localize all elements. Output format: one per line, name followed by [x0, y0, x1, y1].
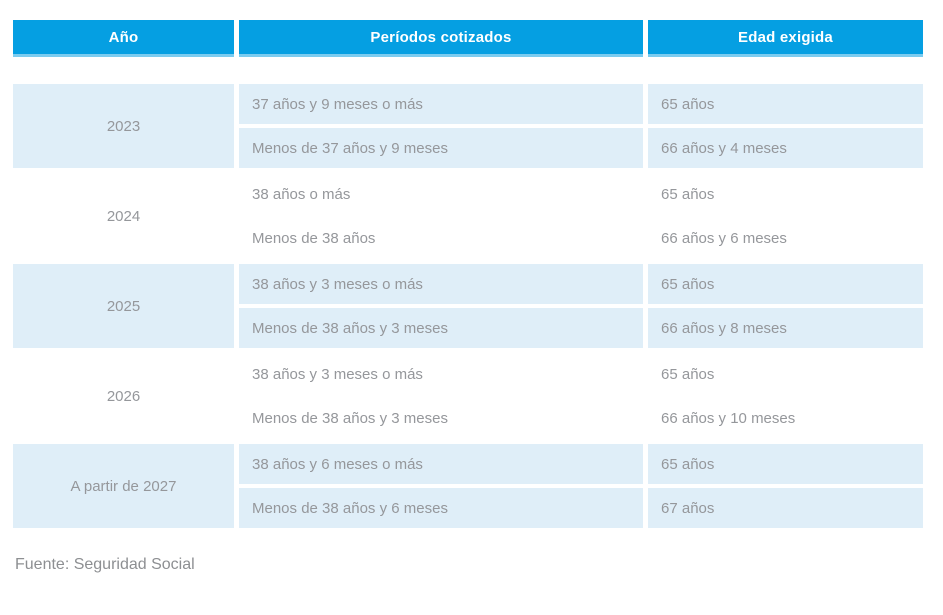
edad-cell: 65 años	[648, 84, 923, 124]
table-header-row: Año Períodos cotizados Edad exigida	[13, 20, 923, 57]
edad-cell: 65 años	[648, 444, 923, 484]
periodo-cell: Menos de 38 años	[239, 218, 643, 258]
edad-cell: 66 años y 6 meses	[648, 218, 923, 258]
periodo-cell: 38 años y 3 meses o más	[239, 354, 643, 394]
year-group-2024: 2024 38 años o más 65 años Menos de 38 a…	[13, 174, 923, 258]
year-group-2025: 2025 38 años y 3 meses o más 65 años Men…	[13, 264, 923, 348]
header-cell-edad-exigida: Edad exigida	[648, 20, 923, 57]
header-cell-ano: Año	[13, 20, 234, 57]
edad-cell: 66 años y 8 meses	[648, 308, 923, 348]
year-label: 2025	[13, 264, 234, 348]
edad-cell: 65 años	[648, 354, 923, 394]
periodo-cell: Menos de 38 años y 3 meses	[239, 308, 643, 348]
year-label: A partir de 2027	[13, 444, 234, 528]
periodo-cell: Menos de 38 años y 3 meses	[239, 398, 643, 438]
periodo-cell: 37 años y 9 meses o más	[239, 84, 643, 124]
periodo-cell: Menos de 37 años y 9 meses	[239, 128, 643, 168]
edad-cell: 66 años y 10 meses	[648, 398, 923, 438]
edad-cell: 65 años	[648, 174, 923, 214]
periodo-cell: 38 años y 6 meses o más	[239, 444, 643, 484]
source-attribution: Fuente: Seguridad Social	[15, 556, 195, 573]
periodo-cell: 38 años o más	[239, 174, 643, 214]
year-group-2026: 2026 38 años y 3 meses o más 65 años Men…	[13, 354, 923, 438]
edad-cell: 66 años y 4 meses	[648, 128, 923, 168]
header-cell-periodos-cotizados: Períodos cotizados	[239, 20, 643, 57]
year-group-2027: A partir de 2027 38 años y 6 meses o más…	[13, 444, 923, 528]
year-label: 2026	[13, 354, 234, 438]
periodo-cell: Menos de 38 años y 6 meses	[239, 488, 643, 528]
year-label: 2024	[13, 174, 234, 258]
periodo-cell: 38 años y 3 meses o más	[239, 264, 643, 304]
year-label: 2023	[13, 84, 234, 168]
edad-cell: 67 años	[648, 488, 923, 528]
year-group-2023: 2023 37 años y 9 meses o más 65 años Men…	[13, 84, 923, 168]
edad-cell: 65 años	[648, 264, 923, 304]
